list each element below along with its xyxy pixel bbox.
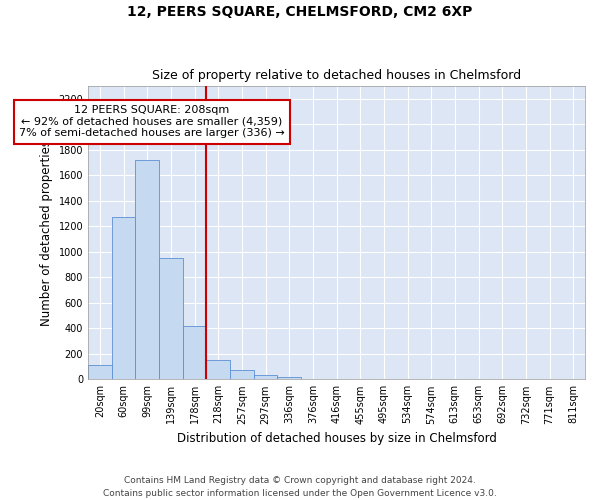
- Bar: [230, 370, 254, 380]
- Y-axis label: Number of detached properties: Number of detached properties: [40, 140, 53, 326]
- Bar: [136, 160, 159, 380]
- Text: 12, PEERS SQUARE, CHELMSFORD, CM2 6XP: 12, PEERS SQUARE, CHELMSFORD, CM2 6XP: [127, 5, 473, 19]
- Text: Contains HM Land Registry data © Crown copyright and database right 2024.
Contai: Contains HM Land Registry data © Crown c…: [103, 476, 497, 498]
- Bar: [183, 326, 206, 380]
- Text: 12 PEERS SQUARE: 208sqm
← 92% of detached houses are smaller (4,359)
7% of semi-: 12 PEERS SQUARE: 208sqm ← 92% of detache…: [19, 105, 285, 138]
- Bar: [254, 376, 277, 380]
- Title: Size of property relative to detached houses in Chelmsford: Size of property relative to detached ho…: [152, 69, 521, 82]
- Bar: [206, 360, 230, 380]
- Bar: [112, 218, 136, 380]
- Bar: [277, 378, 301, 380]
- X-axis label: Distribution of detached houses by size in Chelmsford: Distribution of detached houses by size …: [176, 432, 496, 445]
- Bar: [159, 258, 183, 380]
- Bar: [88, 366, 112, 380]
